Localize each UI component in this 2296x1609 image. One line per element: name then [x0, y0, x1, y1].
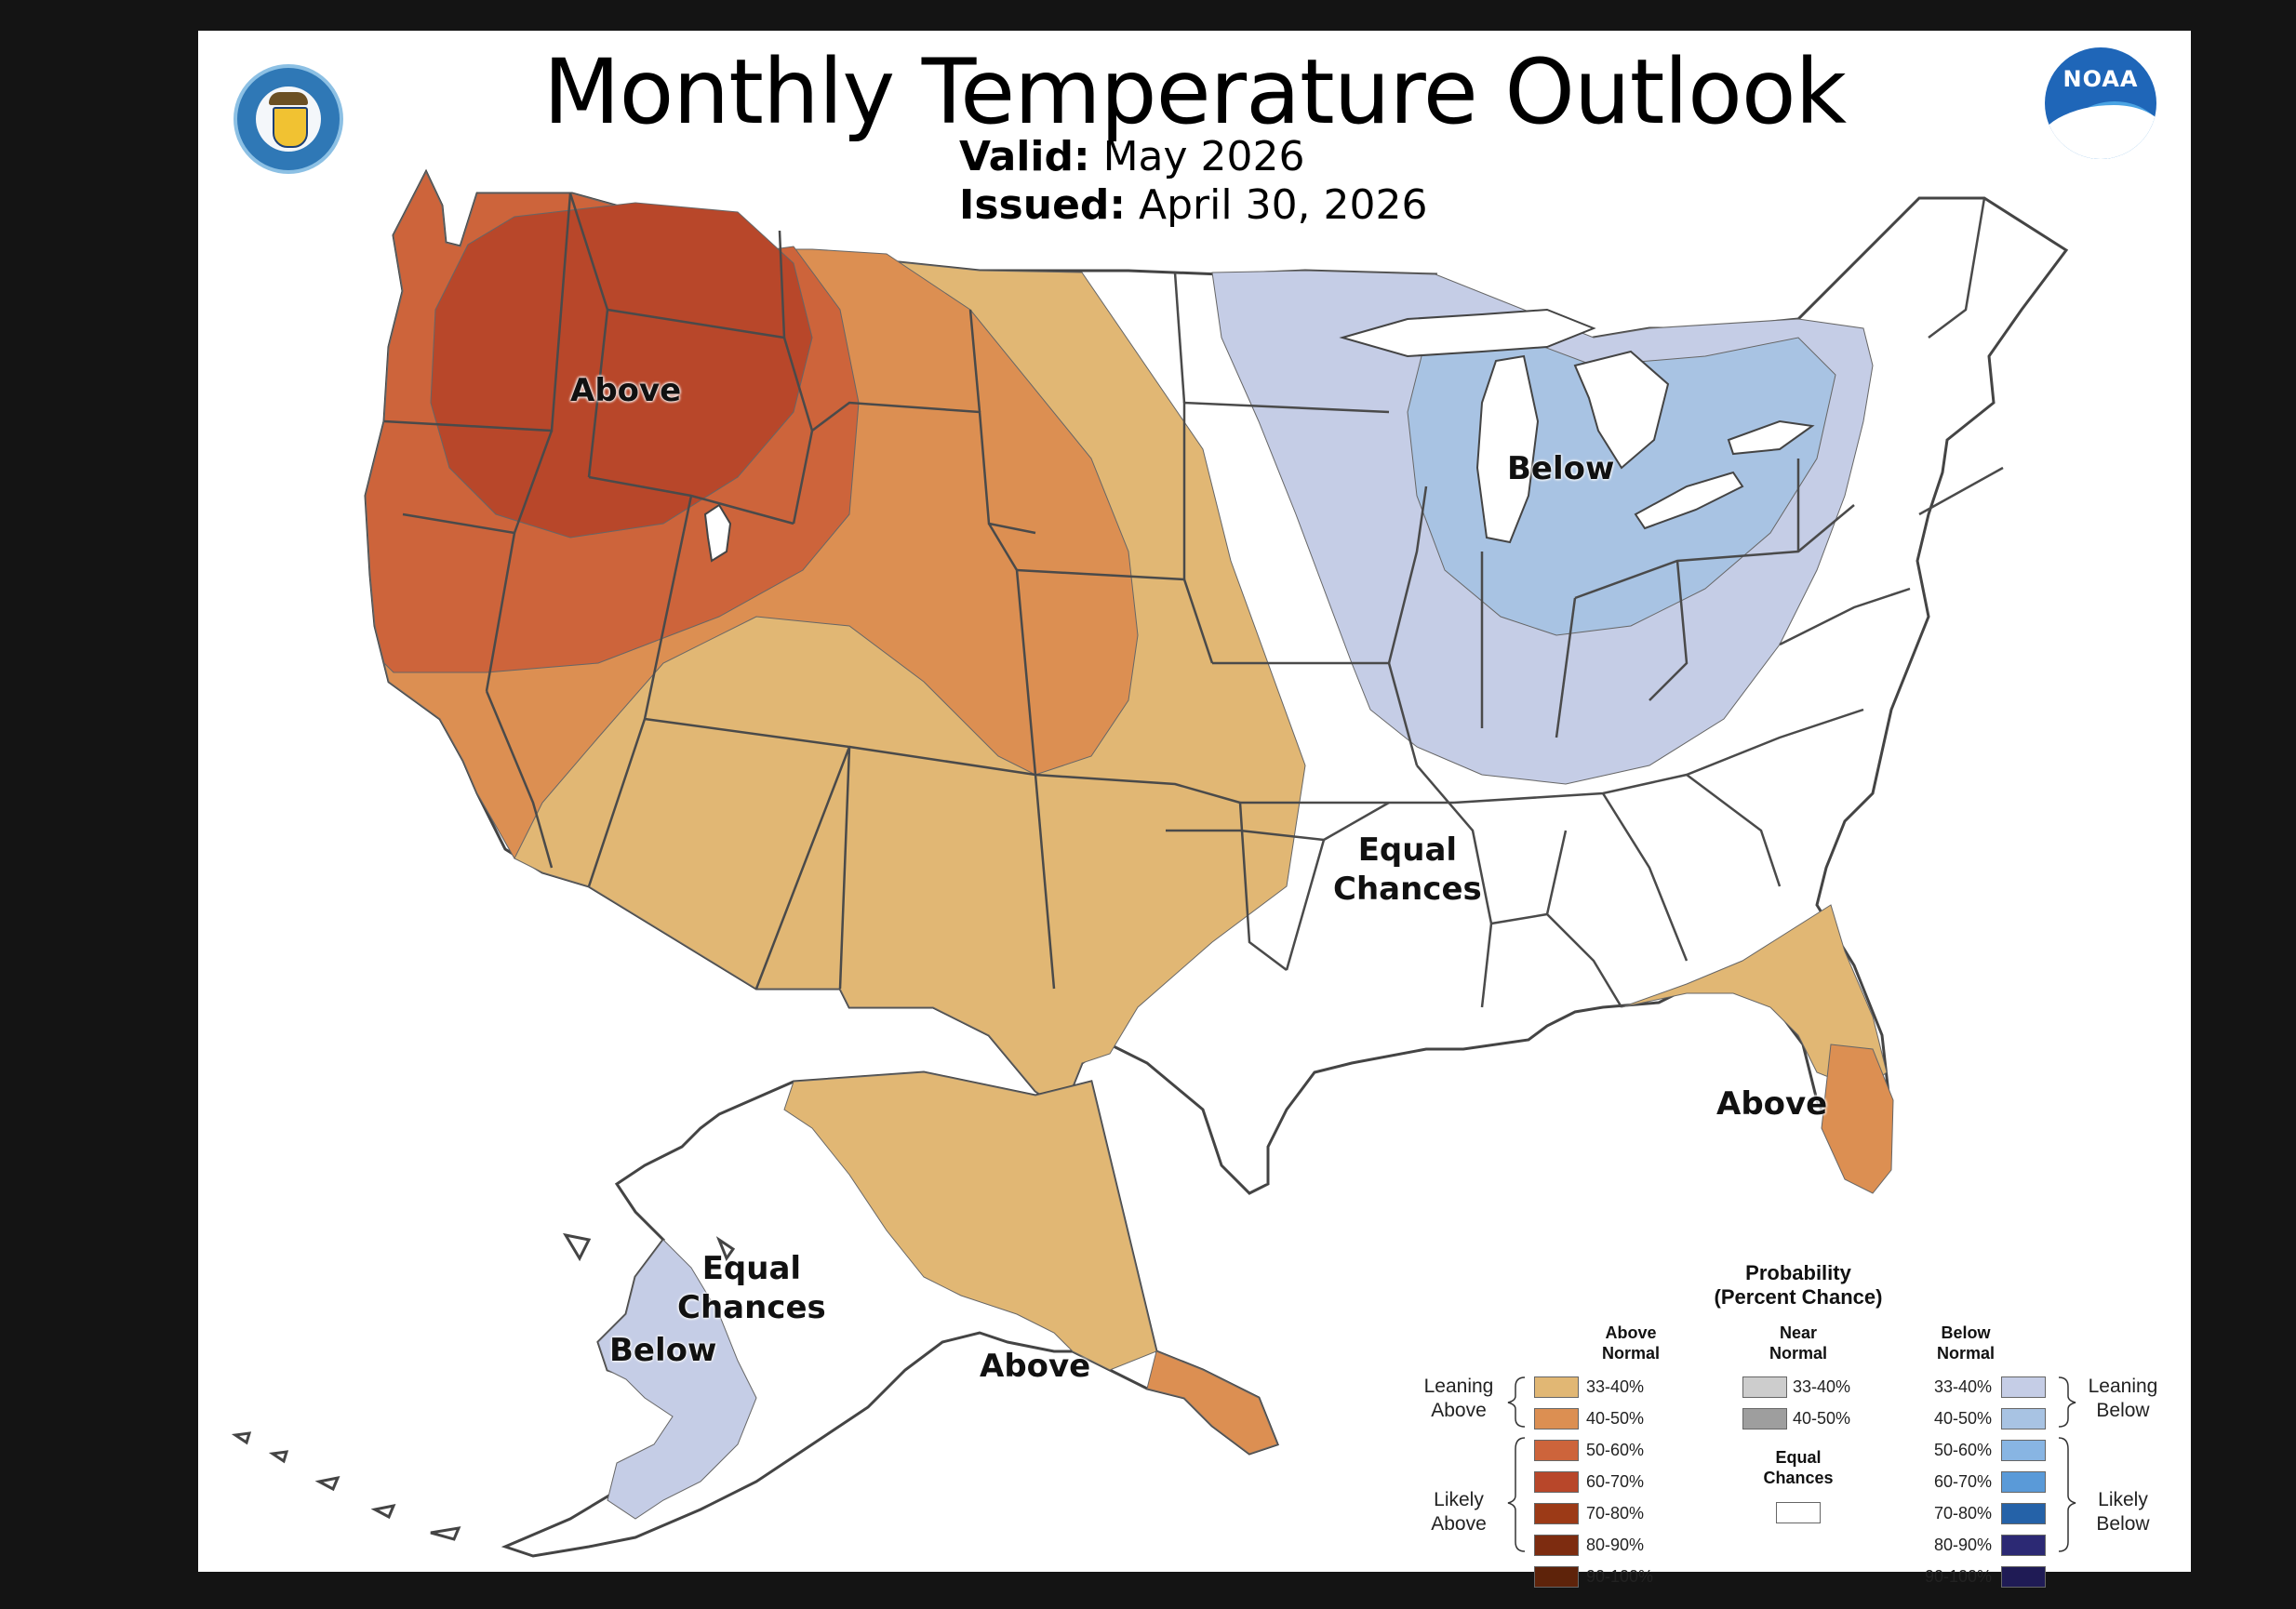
- legend-label-above-2: 50-60%: [1586, 1441, 1645, 1459]
- aleutian-islands: [231, 1232, 736, 1541]
- legend-swatch-below-6: [2001, 1566, 2046, 1588]
- legend-likely-above: Likely Above: [1431, 1489, 1487, 1535]
- label-alaska-below: Below: [609, 1332, 717, 1369]
- legend-label-above-1: 40-50%: [1586, 1409, 1645, 1428]
- above-60-70-west: [430, 202, 813, 539]
- state-boundaries: [383, 193, 2004, 1008]
- legend-swatch-above-1: [1534, 1408, 1579, 1429]
- commerce-seal-logo: [234, 64, 343, 174]
- legend-swatch-below-0: [2001, 1376, 2046, 1398]
- legend-swatch-near-0: [1742, 1376, 1787, 1398]
- label-alaska-equal-chances: Equal Chances: [677, 1250, 826, 1326]
- label-central-equal-chances: Equal Chances: [1333, 831, 1482, 908]
- legend-swatch-below-5: [2001, 1535, 2046, 1556]
- legend-swatch-below-1: [2001, 1408, 2046, 1429]
- noaa-logo: NOAA: [2045, 47, 2156, 159]
- legend-equal-chances-swatch: [1776, 1502, 1821, 1523]
- label-northwest-above: Above: [570, 372, 682, 409]
- legend-label-near-1: 40-50%: [1793, 1409, 1851, 1428]
- legend-label-below-1: 40-50%: [1933, 1409, 1992, 1428]
- legend-title: Probability (Percent Chance): [1714, 1261, 1883, 1309]
- legend-leaning-above: Leaning Above: [1423, 1376, 1494, 1421]
- issued-line: Issued: April 30, 2026: [959, 181, 1428, 229]
- legend-equal-chances: Equal Chances: [1763, 1448, 1834, 1487]
- label-great-lakes-below: Below: [1507, 450, 1615, 487]
- legend-label-near-0: 33-40%: [1793, 1377, 1851, 1396]
- us-outlook-map: [231, 168, 2069, 1558]
- label-florida-above: Above: [1716, 1085, 1828, 1123]
- legend-label-above-5: 80-90%: [1586, 1536, 1645, 1554]
- alaska-below-33-40: [597, 1239, 757, 1520]
- legend-label-above-4: 70-80%: [1586, 1504, 1645, 1523]
- label-alaska-above: Above: [980, 1348, 1091, 1385]
- alaska-above-33-40: [783, 1071, 1157, 1371]
- legend-swatch-above-6: [1534, 1566, 1579, 1588]
- legend-label-below-3: 60-70%: [1933, 1472, 1992, 1491]
- issued-label: Issued:: [959, 181, 1127, 229]
- legend-swatch-below-2: [2001, 1440, 2046, 1461]
- legend-label-below-5: 80-90%: [1933, 1536, 1992, 1554]
- lake-michigan: [1475, 354, 1540, 544]
- great-salt-lake: [703, 503, 732, 563]
- valid-line: Valid: May 2026: [959, 133, 1305, 180]
- alaska-panhandle-above-40-50: [1146, 1350, 1278, 1455]
- legend-leaning-below: Leaning Below: [2088, 1376, 2158, 1421]
- valid-value: May 2026: [1102, 133, 1305, 180]
- legend-swatch-near-1: [1742, 1408, 1787, 1429]
- legend-swatch-above-0: [1534, 1376, 1579, 1398]
- legend-label-below-6: 90-100%: [1924, 1567, 1992, 1586]
- noaa-logo-text: NOAA: [2062, 66, 2139, 92]
- above-40-50-florida: [1821, 1044, 1894, 1194]
- legend-swatch-below-4: [2001, 1503, 2046, 1524]
- legend-col-near: Near Normal: [1769, 1323, 1827, 1363]
- legend-swatch-above-3: [1534, 1471, 1579, 1493]
- lake-ontario: [1727, 419, 1815, 456]
- outlook-map-frame: Monthly Temperature Outlook Valid: May 2…: [198, 31, 2191, 1588]
- page-title: Monthly Temperature Outlook: [542, 40, 1847, 144]
- legend-swatch-below-3: [2001, 1471, 2046, 1493]
- legend-swatch-above-4: [1534, 1503, 1579, 1524]
- probability-legend: Probability (Percent Chance) Above Norma…: [1408, 1226, 2170, 1588]
- legend-label-above-0: 33-40%: [1586, 1377, 1645, 1396]
- lake-erie: [1634, 471, 1744, 530]
- legend-label-above-3: 60-70%: [1586, 1472, 1645, 1491]
- legend-likely-below: Likely Below: [2096, 1489, 2150, 1535]
- legend-braces: [1507, 1376, 2076, 1552]
- lake-superior: [1339, 308, 1596, 358]
- valid-label: Valid:: [959, 133, 1090, 180]
- legend-label-above-6: 90-100%: [1586, 1567, 1654, 1586]
- legend-label-below-4: 70-80%: [1933, 1504, 1992, 1523]
- issued-value: April 30, 2026: [1139, 181, 1428, 229]
- legend-swatch-above-2: [1534, 1440, 1579, 1461]
- legend-label-below-0: 33-40%: [1933, 1377, 1992, 1396]
- legend-label-below-2: 50-60%: [1933, 1441, 1992, 1459]
- legend-col-below: Below Normal: [1936, 1323, 1995, 1363]
- legend-swatch-above-5: [1534, 1535, 1579, 1556]
- legend-col-above: Above Normal: [1601, 1323, 1660, 1363]
- lake-huron: [1573, 350, 1670, 470]
